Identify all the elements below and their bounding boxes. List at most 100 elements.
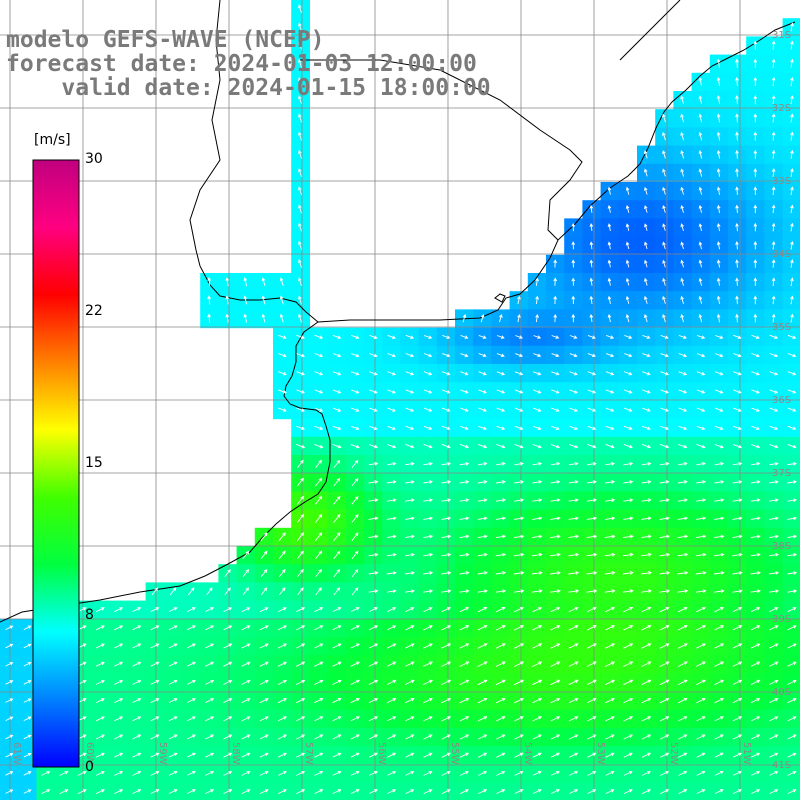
wind-arrow xyxy=(298,77,302,86)
wind-arrow xyxy=(207,277,211,287)
wind-arrow xyxy=(387,389,396,394)
wind-arrow xyxy=(296,495,304,505)
wind-arrow xyxy=(571,313,576,323)
wind-arrow xyxy=(623,606,634,613)
wind-arrow xyxy=(387,371,396,376)
wind-arrow xyxy=(368,752,378,758)
wind-arrow xyxy=(315,495,323,505)
wind-arrow xyxy=(643,295,648,304)
longitude-label: 61W xyxy=(11,742,22,765)
wind-arrow xyxy=(459,571,470,575)
wind-arrow xyxy=(496,389,506,394)
wind-arrow xyxy=(478,770,488,776)
wind-arrow xyxy=(332,789,342,795)
wind-arrow xyxy=(23,680,32,685)
wind-arrow xyxy=(295,679,306,685)
wind-arrow xyxy=(225,313,230,323)
wind-arrow xyxy=(368,734,379,740)
wind-arrow xyxy=(368,661,379,667)
wind-arrow xyxy=(735,259,739,268)
wind-arrow xyxy=(605,697,615,704)
wind-arrow xyxy=(680,95,685,105)
wind-arrow xyxy=(662,150,666,159)
wind-arrow xyxy=(298,204,302,214)
wind-arrow xyxy=(677,679,688,686)
wind-arrow xyxy=(278,587,286,596)
wind-arrow xyxy=(787,770,797,776)
wind-arrow xyxy=(296,443,306,449)
wind-arrow xyxy=(386,480,397,484)
wind-arrow xyxy=(259,734,269,740)
wind-arrow xyxy=(662,186,666,195)
wind-arrow xyxy=(332,661,342,667)
wind-arrow xyxy=(532,679,543,686)
wind-arrow xyxy=(551,425,560,431)
wind-arrow xyxy=(787,498,798,503)
wind-arrow xyxy=(550,443,561,449)
wind-arrow xyxy=(550,552,561,557)
wind-arrow xyxy=(168,698,178,704)
wind-arrow xyxy=(332,443,342,449)
wind-arrow xyxy=(625,277,630,286)
wind-arrow xyxy=(644,277,648,286)
wind-arrow xyxy=(787,334,797,339)
wind-arrow xyxy=(496,716,506,722)
wind-arrow xyxy=(571,259,576,268)
wind-arrow xyxy=(532,697,543,704)
wind-arrow xyxy=(678,480,688,484)
wind-arrow xyxy=(496,371,506,376)
wind-arrow xyxy=(787,679,797,685)
wind-arrow xyxy=(296,532,304,542)
wind-arrow xyxy=(753,241,758,250)
wind-arrow xyxy=(732,534,743,539)
wind-arrow xyxy=(696,661,706,667)
wind-arrow xyxy=(423,461,433,466)
latitude-label: 31S xyxy=(772,30,791,41)
wind-arrow xyxy=(641,534,652,539)
wind-arrow xyxy=(460,425,469,431)
wind-arrow xyxy=(641,679,652,686)
wind-arrow xyxy=(478,407,487,412)
wind-arrow xyxy=(622,552,634,557)
wind-arrow xyxy=(732,480,743,484)
wind-arrow xyxy=(568,461,579,466)
wind-arrow xyxy=(680,277,684,286)
wind-arrow xyxy=(696,679,706,686)
wind-arrow xyxy=(441,661,452,667)
wind-arrow xyxy=(641,752,652,758)
wind-arrow xyxy=(568,589,580,593)
wind-arrow xyxy=(642,425,651,431)
wind-arrow xyxy=(571,295,576,305)
longitude-label: 55W xyxy=(449,742,460,765)
wind-arrow xyxy=(278,532,286,542)
wind-arrow xyxy=(732,679,743,686)
wind-arrow xyxy=(441,752,451,758)
wind-arrow xyxy=(732,552,743,557)
wind-arrow xyxy=(368,643,379,649)
wind-arrow xyxy=(768,552,780,557)
wind-arrow xyxy=(607,204,612,213)
wind-arrow xyxy=(660,389,669,394)
wind-arrow xyxy=(604,571,616,575)
wind-arrow xyxy=(790,58,794,68)
wind-arrow xyxy=(241,752,251,758)
wind-arrow xyxy=(405,625,415,631)
wind-arrow xyxy=(753,295,758,305)
wind-arrow xyxy=(587,371,597,376)
wind-arrow xyxy=(550,461,561,466)
wind-arrow xyxy=(589,295,594,304)
wind-arrow xyxy=(333,477,341,487)
wind-arrow xyxy=(423,770,433,776)
wind-arrow xyxy=(716,58,721,68)
wind-arrow xyxy=(532,425,542,431)
wind-arrow xyxy=(350,625,360,631)
wind-arrow xyxy=(586,643,597,649)
wind-arrow xyxy=(769,789,779,795)
colorbar-tick-label: 0 xyxy=(85,759,94,775)
wind-arrow xyxy=(714,425,724,431)
wind-arrow xyxy=(442,353,451,358)
wind-arrow xyxy=(350,389,360,394)
wind-arrow xyxy=(168,625,178,631)
